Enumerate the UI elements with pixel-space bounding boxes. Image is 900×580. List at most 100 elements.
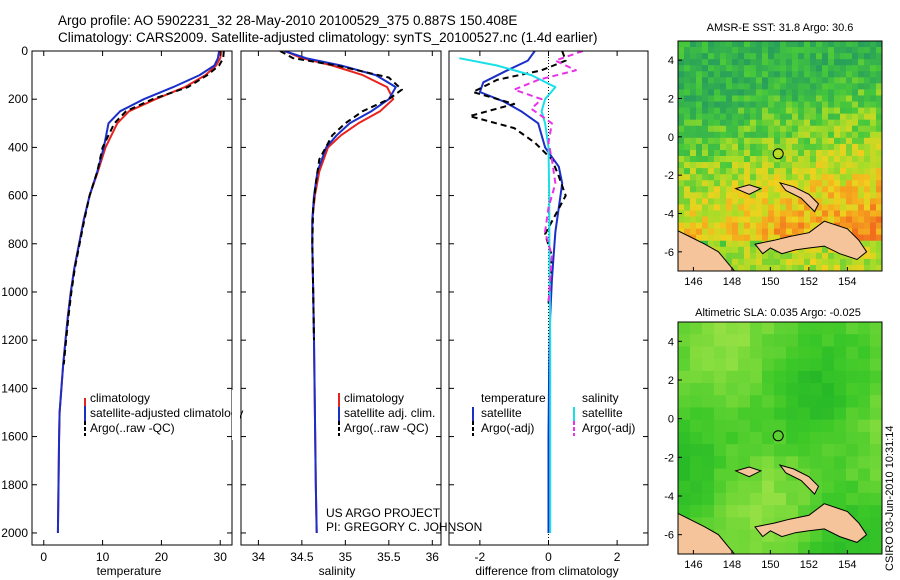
sst-grid-cell	[852, 204, 859, 212]
sst-grid-cell	[726, 258, 733, 266]
sst-grid-cell	[774, 168, 781, 175]
sst-grid-cell	[690, 204, 697, 212]
sst-grid-cell	[870, 222, 877, 230]
sst-grid-cell	[798, 210, 805, 218]
sla-grid-cell	[846, 492, 859, 506]
sst-grid-cell	[762, 149, 769, 157]
sst-grid-cell	[774, 53, 781, 60]
depth-tick-label: 1200	[1, 333, 28, 347]
sst-grid-cell	[864, 119, 871, 127]
sst-grid-cell	[714, 216, 721, 224]
sst-grid-cell	[684, 137, 691, 145]
sst-grid-cell	[816, 168, 823, 175]
sst-grid-cell	[786, 204, 793, 212]
sla-grid-cell	[762, 492, 775, 506]
sst-lon-tick-label: 150	[761, 276, 779, 288]
sst-grid-cell	[720, 156, 727, 163]
sst-grid-cell	[702, 89, 709, 97]
sla-grid-cell	[690, 322, 703, 335]
sst-grid-cell	[864, 258, 871, 266]
sst-grid-cell	[738, 101, 745, 109]
sst-grid-cell	[768, 137, 775, 145]
sla-grid-cell	[702, 492, 715, 506]
sst-grid-cell	[756, 71, 763, 78]
sst-grid-cell	[864, 83, 871, 91]
sst-grid-cell	[834, 186, 841, 193]
sst-grid-cell	[762, 210, 769, 218]
sst-grid-cell	[726, 180, 733, 187]
sst-grid-cell	[798, 47, 805, 54]
sst-land-small-island	[734, 184, 763, 195]
sst-grid-cell	[870, 246, 877, 254]
sst-grid-cell	[858, 258, 865, 266]
sst-grid-cell	[834, 264, 841, 271]
sst-grid-cell	[786, 174, 793, 181]
sst-grid-cell	[780, 41, 787, 48]
sst-grid-cell	[780, 125, 787, 133]
sst-grid-cell	[780, 168, 787, 175]
sst-grid-cell	[702, 137, 709, 145]
sla-grid-cell	[702, 456, 715, 470]
sla-grid-cell	[846, 419, 859, 433]
sst-grid-cell	[846, 59, 853, 66]
sla-grid-cell	[690, 334, 703, 348]
sla-grid-cell	[702, 505, 715, 518]
sst-grid-cell	[804, 59, 811, 66]
legend-overflow-mask	[232, 390, 240, 440]
sla-grid-cell	[774, 334, 787, 348]
sst-grid-cell	[822, 246, 829, 254]
sst-grid-cell	[840, 210, 847, 218]
sla-grid-cell	[762, 419, 775, 433]
sst-grid-cell	[828, 252, 835, 260]
sla-grid-cell	[870, 492, 882, 506]
sst-grid-cell	[678, 168, 685, 175]
sst-grid-cell	[768, 180, 775, 187]
sst-grid-cell	[762, 252, 769, 260]
sst-grid-cell	[684, 53, 691, 60]
sst-grid-cell	[780, 83, 787, 91]
sla-grid-cell	[762, 407, 775, 421]
sst-grid-cell	[732, 137, 739, 145]
sst-grid-cell	[870, 252, 877, 260]
sst-grid-cell	[876, 204, 882, 212]
legend-group-salinity: salinity	[582, 391, 619, 405]
sst-grid-cell	[834, 59, 841, 66]
sst-grid-cell	[798, 113, 805, 121]
sst-grid-cell	[696, 53, 703, 60]
sst-grid-cell	[870, 264, 877, 271]
sst-grid-cell	[684, 192, 691, 199]
sst-grid-cell	[750, 47, 757, 54]
sst-grid-cell	[804, 101, 811, 109]
sst-grid-cell	[738, 89, 745, 97]
sla-grid-cell	[690, 444, 703, 457]
sst-grid-cell	[756, 65, 763, 72]
sst-grid-cell	[846, 258, 853, 266]
sla-grid-cell	[774, 419, 787, 433]
sst-grid-cell	[678, 47, 685, 54]
difference-series-salinity-argo-adj	[513, 51, 584, 305]
sst-grid-cell	[756, 59, 763, 66]
sla-grid-cell	[774, 322, 787, 335]
sst-grid-cell	[846, 131, 853, 139]
sst-argo-location-marker	[772, 148, 784, 160]
sst-grid-cell	[798, 216, 805, 224]
sla-grid-cell	[810, 529, 823, 543]
sst-grid-cell	[852, 216, 859, 224]
sst-grid-cell	[720, 95, 727, 103]
sst-grid-cell	[864, 137, 871, 145]
sst-grid-cell	[846, 162, 853, 169]
sla-land-small-island	[734, 466, 763, 478]
sla-grid-cell	[702, 322, 715, 335]
sst-grid-cell	[750, 168, 757, 175]
sla-grid-cell	[702, 407, 715, 421]
salinity-xtick-label: 35	[339, 550, 353, 564]
sst-grid-cell	[852, 119, 859, 127]
sst-grid-cell	[726, 228, 733, 236]
sst-grid-cell	[858, 95, 865, 103]
sla-grid-cell	[810, 358, 823, 372]
sst-grid-cell	[810, 95, 817, 103]
sst-grid-cell	[798, 95, 805, 103]
sst-grid-cell	[834, 41, 841, 48]
sst-grid-cell	[678, 156, 685, 163]
sst-grid-cell	[828, 59, 835, 66]
